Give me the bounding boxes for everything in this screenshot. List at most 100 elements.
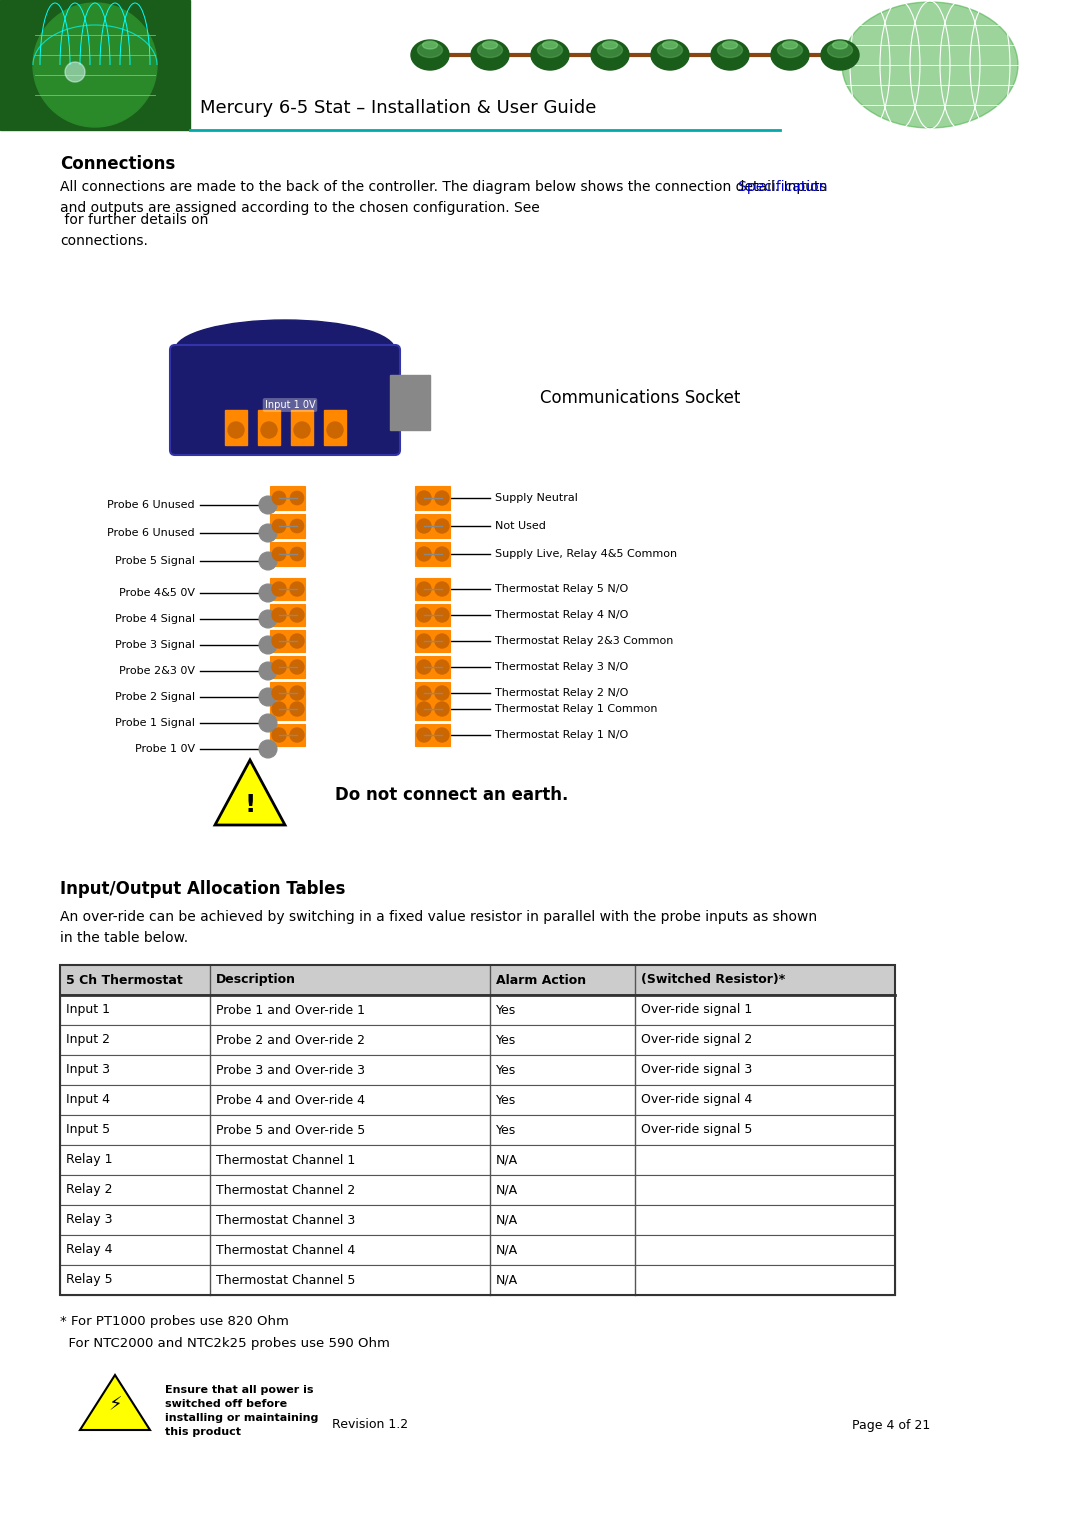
Text: Input 4: Input 4	[66, 1094, 110, 1106]
Text: Thermostat Relay 1 Common: Thermostat Relay 1 Common	[495, 704, 658, 714]
Circle shape	[259, 688, 276, 706]
Ellipse shape	[723, 41, 738, 49]
Text: Mercury 6-5 Stat – Installation & User Guide: Mercury 6-5 Stat – Installation & User G…	[200, 99, 596, 118]
Circle shape	[417, 727, 431, 743]
Bar	[270, 724, 305, 746]
Text: ⚡: ⚡	[108, 1395, 122, 1415]
Circle shape	[435, 547, 449, 561]
Text: Probe 1 and Over-ride 1: Probe 1 and Over-ride 1	[216, 1004, 365, 1016]
Text: An over-ride can be achieved by switching in a fixed value resistor in parallel : An over-ride can be achieved by switchin…	[60, 911, 818, 944]
Text: Thermostat Channel 4: Thermostat Channel 4	[216, 1244, 355, 1256]
Ellipse shape	[422, 41, 437, 49]
Text: !: !	[244, 793, 256, 817]
Circle shape	[291, 520, 303, 533]
Text: Thermostat Channel 1: Thermostat Channel 1	[216, 1154, 355, 1166]
Circle shape	[417, 686, 431, 700]
Circle shape	[417, 547, 431, 561]
Circle shape	[294, 422, 310, 439]
Text: Thermostat Relay 2&3 Common: Thermostat Relay 2&3 Common	[495, 636, 673, 646]
Circle shape	[435, 660, 449, 674]
Bar	[270, 681, 305, 704]
Circle shape	[272, 701, 286, 717]
Circle shape	[272, 547, 286, 561]
Text: Connections: Connections	[60, 154, 175, 173]
Polygon shape	[215, 759, 285, 825]
Bar	[390, 374, 430, 429]
Text: Relay 4: Relay 4	[66, 1244, 112, 1256]
Circle shape	[291, 582, 303, 596]
Bar	[60, 1175, 895, 1206]
Text: Input 1: Input 1	[66, 1004, 110, 1016]
Text: Probe 1 0V: Probe 1 0V	[135, 744, 195, 753]
Bar	[60, 1115, 895, 1144]
Text: Yes: Yes	[496, 1063, 516, 1077]
Text: Relay 1: Relay 1	[66, 1154, 112, 1166]
Text: Page 4 of 21: Page 4 of 21	[852, 1418, 930, 1432]
Bar	[258, 410, 280, 445]
Circle shape	[33, 3, 157, 127]
Ellipse shape	[175, 319, 395, 380]
Text: Probe 4 and Over-ride 4: Probe 4 and Over-ride 4	[216, 1094, 365, 1106]
Circle shape	[65, 63, 85, 83]
Text: Thermostat Channel 2: Thermostat Channel 2	[216, 1184, 355, 1196]
Circle shape	[259, 524, 276, 542]
Bar	[60, 1085, 895, 1115]
Circle shape	[327, 422, 343, 439]
Text: Probe 5 and Over-ride 5: Probe 5 and Over-ride 5	[216, 1123, 365, 1137]
Bar	[60, 1206, 895, 1235]
Circle shape	[272, 634, 286, 648]
Ellipse shape	[783, 41, 797, 49]
Text: Input 2: Input 2	[66, 1033, 110, 1047]
Bar	[60, 966, 895, 1296]
Circle shape	[417, 490, 431, 504]
Circle shape	[435, 634, 449, 648]
Bar	[60, 1025, 895, 1054]
Bar	[415, 630, 450, 652]
Bar	[270, 698, 305, 720]
Ellipse shape	[658, 43, 683, 58]
Circle shape	[261, 422, 276, 439]
Circle shape	[291, 608, 303, 622]
Ellipse shape	[840, 0, 1020, 130]
Circle shape	[259, 714, 276, 732]
Ellipse shape	[597, 43, 622, 58]
Text: Probe 1 Signal: Probe 1 Signal	[114, 718, 195, 727]
Circle shape	[417, 701, 431, 717]
Text: Probe 3 Signal: Probe 3 Signal	[114, 640, 195, 649]
Bar	[415, 542, 450, 565]
Ellipse shape	[821, 40, 859, 70]
Circle shape	[417, 660, 431, 674]
Text: Probe 4&5 0V: Probe 4&5 0V	[119, 588, 195, 597]
Text: Probe 4 Signal: Probe 4 Signal	[114, 614, 195, 623]
Bar	[270, 656, 305, 678]
Text: Communications Socket: Communications Socket	[540, 390, 741, 406]
Circle shape	[228, 422, 244, 439]
Circle shape	[435, 701, 449, 717]
Text: 5 Ch Thermostat: 5 Ch Thermostat	[66, 973, 183, 987]
Text: Not Used: Not Used	[495, 521, 545, 532]
Ellipse shape	[717, 43, 743, 58]
Ellipse shape	[771, 40, 809, 70]
Bar	[291, 410, 313, 445]
Text: Over-ride signal 4: Over-ride signal 4	[642, 1094, 753, 1106]
Ellipse shape	[827, 43, 852, 58]
Circle shape	[272, 608, 286, 622]
Bar	[415, 513, 450, 538]
Text: Probe 2 Signal: Probe 2 Signal	[114, 692, 195, 701]
Ellipse shape	[662, 41, 677, 49]
Circle shape	[272, 582, 286, 596]
Circle shape	[272, 520, 286, 533]
Ellipse shape	[471, 40, 509, 70]
Circle shape	[259, 497, 276, 513]
Bar	[415, 698, 450, 720]
Bar	[270, 486, 305, 510]
Circle shape	[435, 490, 449, 504]
Bar	[60, 1235, 895, 1265]
Text: Probe 6 Unused: Probe 6 Unused	[107, 529, 195, 538]
Text: Alarm Action: Alarm Action	[496, 973, 586, 987]
Circle shape	[272, 686, 286, 700]
Text: Thermostat Relay 4 N/O: Thermostat Relay 4 N/O	[495, 610, 629, 620]
Bar	[60, 1054, 895, 1085]
Text: Yes: Yes	[496, 1094, 516, 1106]
Text: Input/Output Allocation Tables: Input/Output Allocation Tables	[60, 880, 346, 898]
